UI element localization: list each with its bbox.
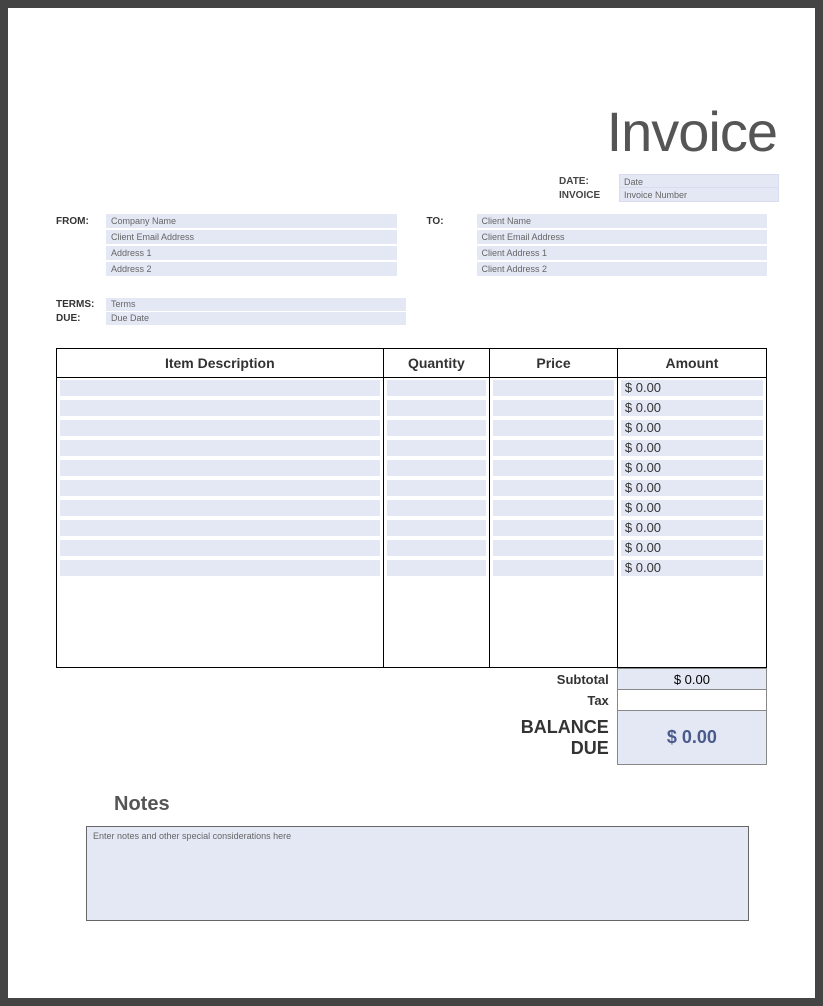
cell-description[interactable] bbox=[57, 538, 384, 558]
cell-quantity[interactable] bbox=[383, 498, 490, 518]
cell-quantity[interactable] bbox=[383, 458, 490, 478]
totals-block: Subtotal $ 0.00 Tax BALANCE DUE $ 0.00 bbox=[56, 668, 767, 765]
col-quantity: Quantity bbox=[383, 349, 490, 378]
cell-amount: $ 0.00 bbox=[617, 438, 766, 458]
date-label: DATE: bbox=[559, 176, 619, 187]
tax-label: Tax bbox=[489, 690, 617, 711]
balance-due-label: BALANCE DUE bbox=[489, 711, 617, 765]
from-address2-field[interactable]: Address 2 bbox=[106, 262, 397, 276]
cell-amount: $ 0.00 bbox=[617, 458, 766, 478]
table-header-row: Item Description Quantity Price Amount bbox=[57, 349, 767, 378]
line-items-table: Item Description Quantity Price Amount $… bbox=[56, 348, 767, 668]
to-email-field[interactable]: Client Email Address bbox=[477, 230, 768, 244]
cell-price[interactable] bbox=[490, 458, 618, 478]
to-name-field[interactable]: Client Name bbox=[477, 214, 768, 228]
invoice-title: Invoice bbox=[44, 99, 779, 164]
cell-description[interactable] bbox=[57, 458, 384, 478]
cell-description[interactable] bbox=[57, 438, 384, 458]
table-row: $ 0.00 bbox=[57, 438, 767, 458]
cell-description[interactable] bbox=[57, 418, 384, 438]
col-price: Price bbox=[490, 349, 618, 378]
invoice-page: Invoice DATE: Date INVOICE Invoice Numbe… bbox=[8, 8, 815, 998]
to-label: TO: bbox=[427, 214, 477, 278]
subtotal-value: $ 0.00 bbox=[617, 669, 766, 690]
table-row: $ 0.00 bbox=[57, 418, 767, 438]
cell-price[interactable] bbox=[490, 398, 618, 418]
cell-quantity[interactable] bbox=[383, 558, 490, 578]
balance-due-value: $ 0.00 bbox=[617, 711, 766, 765]
cell-amount: $ 0.00 bbox=[617, 558, 766, 578]
invoice-number-label: INVOICE bbox=[559, 190, 619, 201]
cell-price[interactable] bbox=[490, 418, 618, 438]
table-row: $ 0.00 bbox=[57, 378, 767, 398]
due-date-field[interactable]: Due Date bbox=[106, 312, 406, 325]
terms-field[interactable]: Terms bbox=[106, 298, 406, 311]
cell-amount: $ 0.00 bbox=[617, 418, 766, 438]
cell-price[interactable] bbox=[490, 538, 618, 558]
col-description: Item Description bbox=[57, 349, 384, 378]
cell-amount: $ 0.00 bbox=[617, 398, 766, 418]
from-email-field[interactable]: Client Email Address bbox=[106, 230, 397, 244]
cell-amount: $ 0.00 bbox=[617, 518, 766, 538]
to-block: TO: Client Name Client Email Address Cli… bbox=[427, 214, 768, 278]
to-address2-field[interactable]: Client Address 2 bbox=[477, 262, 768, 276]
cell-price[interactable] bbox=[490, 378, 618, 398]
cell-amount: $ 0.00 bbox=[617, 478, 766, 498]
cell-description[interactable] bbox=[57, 478, 384, 498]
cell-price[interactable] bbox=[490, 438, 618, 458]
to-address1-field[interactable]: Client Address 1 bbox=[477, 246, 768, 260]
notes-heading: Notes bbox=[114, 793, 779, 816]
from-label: FROM: bbox=[56, 214, 106, 278]
table-row: $ 0.00 bbox=[57, 538, 767, 558]
table-row: $ 0.00 bbox=[57, 498, 767, 518]
table-row: $ 0.00 bbox=[57, 398, 767, 418]
cell-price[interactable] bbox=[490, 558, 618, 578]
tax-value[interactable] bbox=[617, 690, 766, 711]
col-amount: Amount bbox=[617, 349, 766, 378]
from-block: FROM: Company Name Client Email Address … bbox=[56, 214, 397, 278]
table-row: $ 0.00 bbox=[57, 458, 767, 478]
from-company-field[interactable]: Company Name bbox=[106, 214, 397, 228]
cell-amount: $ 0.00 bbox=[617, 378, 766, 398]
cell-price[interactable] bbox=[490, 498, 618, 518]
cell-quantity[interactable] bbox=[383, 378, 490, 398]
invoice-meta: DATE: Date INVOICE Invoice Number bbox=[559, 174, 779, 202]
from-address1-field[interactable]: Address 1 bbox=[106, 246, 397, 260]
terms-block: TERMS: DUE: Terms Due Date bbox=[44, 298, 779, 326]
cell-quantity[interactable] bbox=[383, 418, 490, 438]
cell-quantity[interactable] bbox=[383, 538, 490, 558]
table-row: $ 0.00 bbox=[57, 478, 767, 498]
terms-label: TERMS: bbox=[56, 298, 106, 312]
table-row: $ 0.00 bbox=[57, 558, 767, 578]
cell-description[interactable] bbox=[57, 558, 384, 578]
parties-section: FROM: Company Name Client Email Address … bbox=[44, 214, 779, 278]
cell-description[interactable] bbox=[57, 378, 384, 398]
notes-textarea[interactable]: Enter notes and other special considerat… bbox=[86, 826, 749, 921]
due-label: DUE: bbox=[56, 312, 106, 326]
cell-price[interactable] bbox=[490, 518, 618, 538]
date-field[interactable]: Date bbox=[619, 174, 779, 188]
cell-quantity[interactable] bbox=[383, 438, 490, 458]
table-row: $ 0.00 bbox=[57, 518, 767, 538]
cell-description[interactable] bbox=[57, 498, 384, 518]
cell-quantity[interactable] bbox=[383, 398, 490, 418]
cell-amount: $ 0.00 bbox=[617, 498, 766, 518]
invoice-number-field[interactable]: Invoice Number bbox=[619, 188, 779, 202]
cell-quantity[interactable] bbox=[383, 478, 490, 498]
cell-description[interactable] bbox=[57, 398, 384, 418]
cell-description[interactable] bbox=[57, 518, 384, 538]
cell-quantity[interactable] bbox=[383, 518, 490, 538]
cell-amount: $ 0.00 bbox=[617, 538, 766, 558]
subtotal-label: Subtotal bbox=[489, 669, 617, 690]
table-padding-row bbox=[57, 578, 767, 668]
cell-price[interactable] bbox=[490, 478, 618, 498]
